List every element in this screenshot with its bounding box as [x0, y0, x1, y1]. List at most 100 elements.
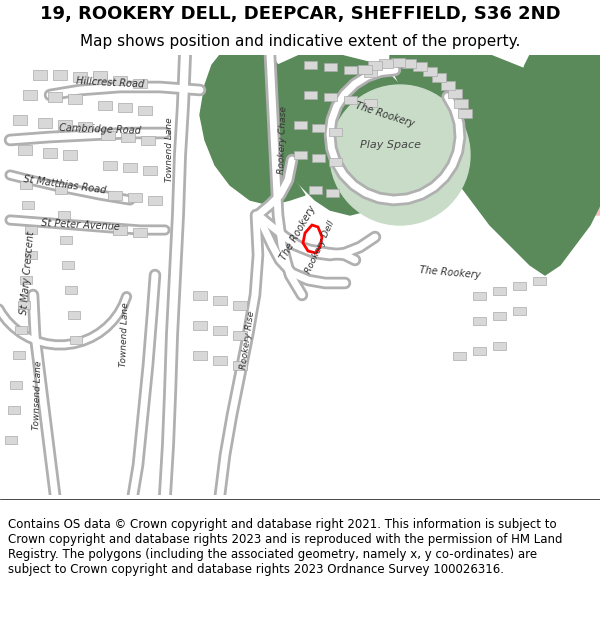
Bar: [325, 189, 338, 197]
Bar: [65, 286, 77, 294]
Bar: [108, 191, 122, 199]
Polygon shape: [270, 55, 435, 215]
Polygon shape: [415, 55, 490, 145]
Bar: [68, 94, 82, 104]
Bar: [304, 61, 317, 69]
Bar: [193, 351, 207, 359]
Bar: [441, 81, 455, 89]
Bar: [78, 122, 92, 132]
Bar: [413, 62, 427, 71]
Bar: [448, 89, 462, 98]
Bar: [22, 201, 34, 209]
Text: St Peter Avenue: St Peter Avenue: [40, 218, 119, 232]
Bar: [323, 93, 337, 101]
Bar: [133, 79, 147, 88]
Bar: [513, 282, 526, 290]
Text: Rookery Chase: Rookery Chase: [277, 106, 289, 174]
Text: Townsend Lane: Townsend Lane: [32, 360, 44, 430]
Bar: [25, 226, 37, 234]
Bar: [13, 115, 27, 125]
Bar: [233, 301, 247, 309]
Bar: [13, 351, 25, 359]
Bar: [123, 162, 137, 171]
Bar: [93, 74, 107, 84]
Polygon shape: [515, 55, 600, 185]
Bar: [20, 276, 32, 284]
Bar: [138, 106, 152, 114]
Bar: [423, 67, 437, 76]
Bar: [433, 73, 446, 82]
Bar: [329, 158, 341, 166]
Bar: [70, 336, 82, 344]
Bar: [133, 228, 147, 236]
Bar: [402, 59, 416, 68]
Bar: [364, 99, 377, 107]
Bar: [33, 70, 47, 80]
Bar: [103, 161, 117, 169]
Bar: [55, 186, 67, 194]
Bar: [293, 121, 307, 129]
Text: St Matthias Road: St Matthias Road: [23, 174, 107, 196]
Bar: [473, 347, 486, 355]
Text: Map shows position and indicative extent of the property.: Map shows position and indicative extent…: [80, 34, 520, 49]
Bar: [364, 69, 377, 77]
Bar: [213, 296, 227, 304]
Bar: [63, 150, 77, 160]
Bar: [113, 226, 127, 234]
Bar: [53, 70, 67, 80]
Bar: [293, 151, 307, 159]
Text: Cambridge Road: Cambridge Road: [59, 122, 141, 136]
Bar: [213, 326, 227, 334]
Bar: [43, 148, 57, 158]
Polygon shape: [390, 55, 600, 275]
Bar: [60, 236, 72, 244]
Bar: [358, 64, 371, 74]
Bar: [143, 166, 157, 174]
Bar: [493, 342, 506, 350]
Circle shape: [330, 85, 470, 225]
Polygon shape: [585, 55, 600, 215]
Bar: [23, 90, 37, 100]
Bar: [473, 317, 486, 325]
Bar: [118, 102, 132, 111]
Bar: [58, 120, 72, 130]
Bar: [329, 128, 341, 136]
Bar: [343, 66, 356, 74]
Bar: [148, 196, 162, 204]
Bar: [473, 292, 486, 300]
Bar: [68, 311, 80, 319]
Bar: [368, 61, 382, 70]
Bar: [304, 91, 317, 99]
Bar: [20, 181, 32, 189]
Text: Rookery Rise: Rookery Rise: [239, 310, 257, 370]
Polygon shape: [200, 55, 305, 205]
Bar: [458, 109, 472, 118]
Bar: [453, 352, 466, 360]
Bar: [141, 136, 155, 144]
Bar: [98, 101, 112, 109]
Bar: [10, 381, 22, 389]
Bar: [233, 361, 247, 369]
Bar: [454, 99, 467, 108]
Text: The Rookery: The Rookery: [419, 266, 481, 281]
Bar: [391, 58, 404, 67]
Text: Townend Lane: Townend Lane: [119, 302, 131, 368]
Bar: [311, 154, 325, 162]
Bar: [5, 436, 17, 444]
Bar: [213, 356, 227, 364]
Text: Townend Lane: Townend Lane: [166, 118, 175, 182]
Bar: [311, 124, 325, 132]
Text: 19, ROOKERY DELL, DEEPCAR, SHEFFIELD, S36 2ND: 19, ROOKERY DELL, DEEPCAR, SHEFFIELD, S3…: [40, 5, 560, 22]
Bar: [193, 291, 207, 299]
Bar: [15, 326, 27, 334]
Bar: [62, 261, 74, 269]
Text: Contains OS data © Crown copyright and database right 2021. This information is : Contains OS data © Crown copyright and d…: [8, 518, 562, 576]
Text: Rookery Dell: Rookery Dell: [304, 219, 336, 275]
Bar: [343, 96, 356, 104]
Bar: [323, 63, 337, 71]
Bar: [8, 406, 20, 414]
Bar: [513, 307, 526, 315]
Text: The Rookery: The Rookery: [354, 101, 416, 129]
Bar: [533, 277, 546, 285]
Text: The Rookery: The Rookery: [278, 204, 317, 262]
